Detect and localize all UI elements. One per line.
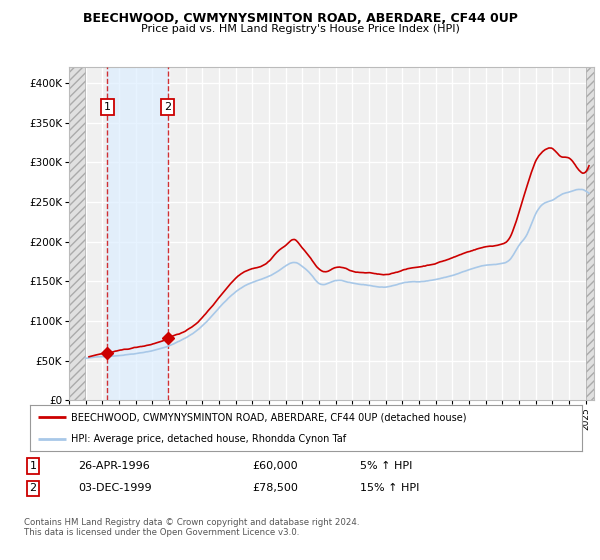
Text: £78,500: £78,500: [252, 483, 298, 493]
Text: 2: 2: [29, 483, 37, 493]
Text: £60,000: £60,000: [252, 461, 298, 471]
Text: 5% ↑ HPI: 5% ↑ HPI: [360, 461, 412, 471]
Text: 1: 1: [29, 461, 37, 471]
Text: 1: 1: [104, 102, 111, 112]
Text: 2: 2: [164, 102, 171, 112]
Bar: [69, 67, 85, 400]
Text: 15% ↑ HPI: 15% ↑ HPI: [360, 483, 419, 493]
Text: BEECHWOOD, CWMYNYSMINTON ROAD, ABERDARE, CF44 0UP: BEECHWOOD, CWMYNYSMINTON ROAD, ABERDARE,…: [83, 12, 517, 25]
Bar: [107, 67, 167, 400]
Text: Price paid vs. HM Land Registry's House Price Index (HPI): Price paid vs. HM Land Registry's House …: [140, 24, 460, 34]
Text: 26-APR-1996: 26-APR-1996: [78, 461, 150, 471]
Text: Contains HM Land Registry data © Crown copyright and database right 2024.
This d: Contains HM Land Registry data © Crown c…: [24, 518, 359, 538]
Text: BEECHWOOD, CWMYNYSMINTON ROAD, ABERDARE, CF44 0UP (detached house): BEECHWOOD, CWMYNYSMINTON ROAD, ABERDARE,…: [71, 412, 467, 422]
Text: HPI: Average price, detached house, Rhondda Cynon Taf: HPI: Average price, detached house, Rhon…: [71, 435, 347, 444]
Bar: [586, 67, 596, 400]
Bar: [69, 67, 85, 400]
Text: 03-DEC-1999: 03-DEC-1999: [78, 483, 152, 493]
Bar: [586, 67, 596, 400]
